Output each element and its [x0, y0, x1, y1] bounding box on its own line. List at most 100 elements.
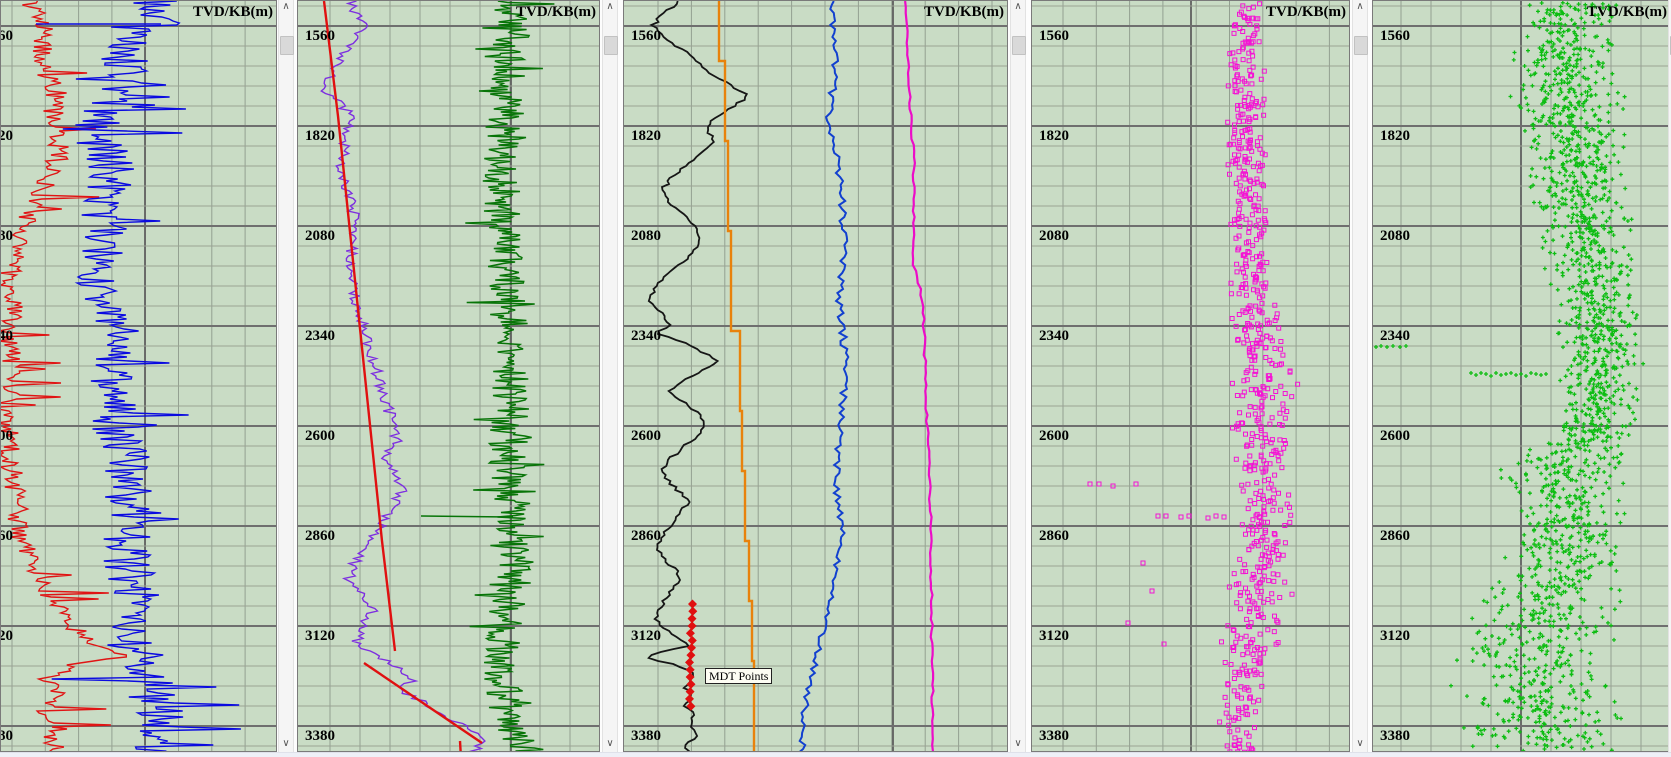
- horizontal-scrollbar-strip[interactable]: [0, 752, 1671, 757]
- track-4-scrollbar[interactable]: ∧ ∨: [1352, 0, 1368, 752]
- track-1-panel: 1560 1820 2080 2340 2600 2860 3120 3380 TVD/KB(m…: [0, 0, 277, 752]
- grid-horizontal-major: [1032, 25, 1349, 727]
- track-2-panel: 1560 1820 2080 2340 2600 2860 3120 3380 TVD/KB(m…: [297, 0, 600, 752]
- scrollbar-thumb[interactable]: [1354, 36, 1368, 55]
- depth-tick-label: 2860: [631, 528, 661, 544]
- depth-tick-label: 1560: [1, 28, 13, 44]
- track-2-curve-red-trend-line: [322, 1, 483, 751]
- depth-tick-label: 2340: [631, 328, 661, 344]
- scroll-down-button[interactable]: ∨: [1669, 737, 1671, 752]
- depth-axis-unit-label: TVD/KB(m): [924, 4, 1004, 20]
- scrollbar-thumb[interactable]: [1012, 36, 1026, 55]
- depth-tick-label: 3120: [1, 628, 13, 644]
- chevron-up-icon: ∧: [1014, 1, 1022, 12]
- scroll-up-button[interactable]: ∧: [279, 0, 293, 15]
- depth-tick-label: 1820: [1, 128, 13, 144]
- depth-tick-label: 1560: [631, 28, 661, 44]
- track-4-panel: 1560 1820 2080 2340 2600 2860 3120 3380 TVD/KB(m…: [1031, 0, 1350, 752]
- track-5-green-plus-points: [1374, 1, 1646, 751]
- scroll-down-button[interactable]: ∨: [603, 737, 617, 752]
- depth-tick-label: 1820: [1039, 128, 1069, 144]
- depth-tick-label: 1560: [305, 28, 335, 44]
- depth-tick-label: 2080: [305, 228, 335, 244]
- mdt-points-label: MDT Points: [705, 668, 773, 684]
- grid-horizontal-major: [1373, 25, 1670, 727]
- track-3-scrollbar[interactable]: ∧ ∨: [1010, 0, 1026, 752]
- depth-axis-unit-label: TVD/KB(m): [193, 4, 273, 20]
- chevron-down-icon: ∨: [1356, 738, 1364, 749]
- depth-tick-label: 2080: [1039, 228, 1069, 244]
- depth-tick-label: 1560: [1039, 28, 1069, 44]
- depth-tick-label: 3380: [1, 728, 13, 744]
- depth-axis-unit-label: TVD/KB(m): [516, 4, 596, 20]
- track-2-curve-green-log: [465, 1, 555, 751]
- track-5-panel: 1560 1820 2080 2340 2600 2860 3120 3380 TVD/KB(m…: [1372, 0, 1671, 752]
- depth-tick-label: 3120: [1380, 628, 1410, 644]
- depth-tick-label: 2600: [305, 428, 335, 444]
- depth-tick-label: 2600: [1380, 428, 1410, 444]
- grid-horizontal-minor: [1032, 5, 1349, 747]
- scroll-up-button[interactable]: ∧: [1011, 0, 1025, 15]
- depth-axis-unit-label: TVD/KB(m): [1266, 4, 1346, 20]
- chevron-down-icon: ∨: [1014, 738, 1022, 749]
- depth-tick-label: 2860: [1380, 528, 1410, 544]
- grid-vertical-minor: [329, 1, 571, 751]
- depth-tick-label: 3380: [1380, 728, 1410, 744]
- depth-axis-unit-label: TVD/KB(m): [1587, 4, 1667, 20]
- grid-vertical-minor: [1400, 1, 1642, 751]
- grid-vertical-minor: [657, 1, 993, 751]
- chevron-up-icon: ∧: [606, 1, 614, 12]
- track-3-mdt-points: [685, 599, 698, 711]
- depth-tick-label: 3120: [1039, 628, 1069, 644]
- scroll-down-button[interactable]: ∨: [1353, 737, 1367, 752]
- scroll-up-button[interactable]: ∧: [1669, 0, 1671, 15]
- chevron-up-icon: ∧: [1356, 1, 1364, 12]
- depth-tick-label: 2860: [1039, 528, 1069, 544]
- depth-tick-label: 1820: [305, 128, 335, 144]
- depth-tick-label: 2080: [631, 228, 661, 244]
- depth-tick-label: 3380: [631, 728, 661, 744]
- depth-tick-label: 1560: [1380, 28, 1410, 44]
- depth-tick-label: 2340: [1380, 328, 1410, 344]
- depth-tick-label: 2860: [305, 528, 335, 544]
- scroll-up-button[interactable]: ∧: [603, 0, 617, 15]
- scroll-up-button[interactable]: ∧: [1353, 0, 1367, 15]
- track-1-scrollbar[interactable]: ∧ ∨: [278, 0, 294, 752]
- scroll-down-button[interactable]: ∨: [279, 737, 293, 752]
- grid-horizontal-minor: [1373, 5, 1670, 747]
- chevron-down-icon: ∨: [606, 738, 614, 749]
- track-4-magenta-square-points: [1087, 1, 1301, 751]
- track-3-curve-black-log: [647, 1, 749, 751]
- grid-horizontal-major: [298, 25, 599, 727]
- depth-tick-label: 1820: [1380, 128, 1410, 144]
- track-2-curve-green-log-spike: [420, 515, 514, 518]
- track-2-scrollbar[interactable]: ∧ ∨: [602, 0, 618, 752]
- track-1-plot: [1, 1, 276, 751]
- chevron-down-icon: ∨: [282, 738, 290, 749]
- grid-horizontal-minor: [1, 5, 276, 747]
- scrollbar-thumb[interactable]: [280, 36, 294, 55]
- depth-tick-label: 3120: [631, 628, 661, 644]
- grid-vertical-minor: [1062, 1, 1330, 751]
- depth-tick-label: 3380: [1039, 728, 1069, 744]
- track-5-plot: [1373, 1, 1670, 751]
- grid-horizontal-minor: [298, 5, 599, 747]
- depth-tick-label: 2860: [1, 528, 13, 544]
- track-2-plot: [298, 1, 599, 751]
- track-1-curve-blue-log: [51, 1, 241, 751]
- track-3-curve-blue-log: [798, 1, 850, 751]
- track-3-plot: [624, 1, 1007, 751]
- scrollbar-thumb[interactable]: [604, 36, 618, 55]
- depth-tick-label: 3120: [305, 628, 335, 644]
- depth-tick-label: 2080: [1, 228, 13, 244]
- track-4-plot: [1032, 1, 1349, 751]
- track-3-panel: 1560 1820 2080 2340 2600 2860 3120 3380 TVD/KB(m…: [623, 0, 1008, 752]
- scroll-down-button[interactable]: ∨: [1011, 737, 1025, 752]
- depth-tick-label: 3380: [305, 728, 335, 744]
- depth-tick-label: 2600: [631, 428, 661, 444]
- depth-tick-label: 2340: [1, 328, 13, 344]
- track-2-curve-purple-log: [320, 1, 486, 751]
- grid-horizontal-minor: [624, 5, 1007, 747]
- depth-tick-label: 1820: [631, 128, 661, 144]
